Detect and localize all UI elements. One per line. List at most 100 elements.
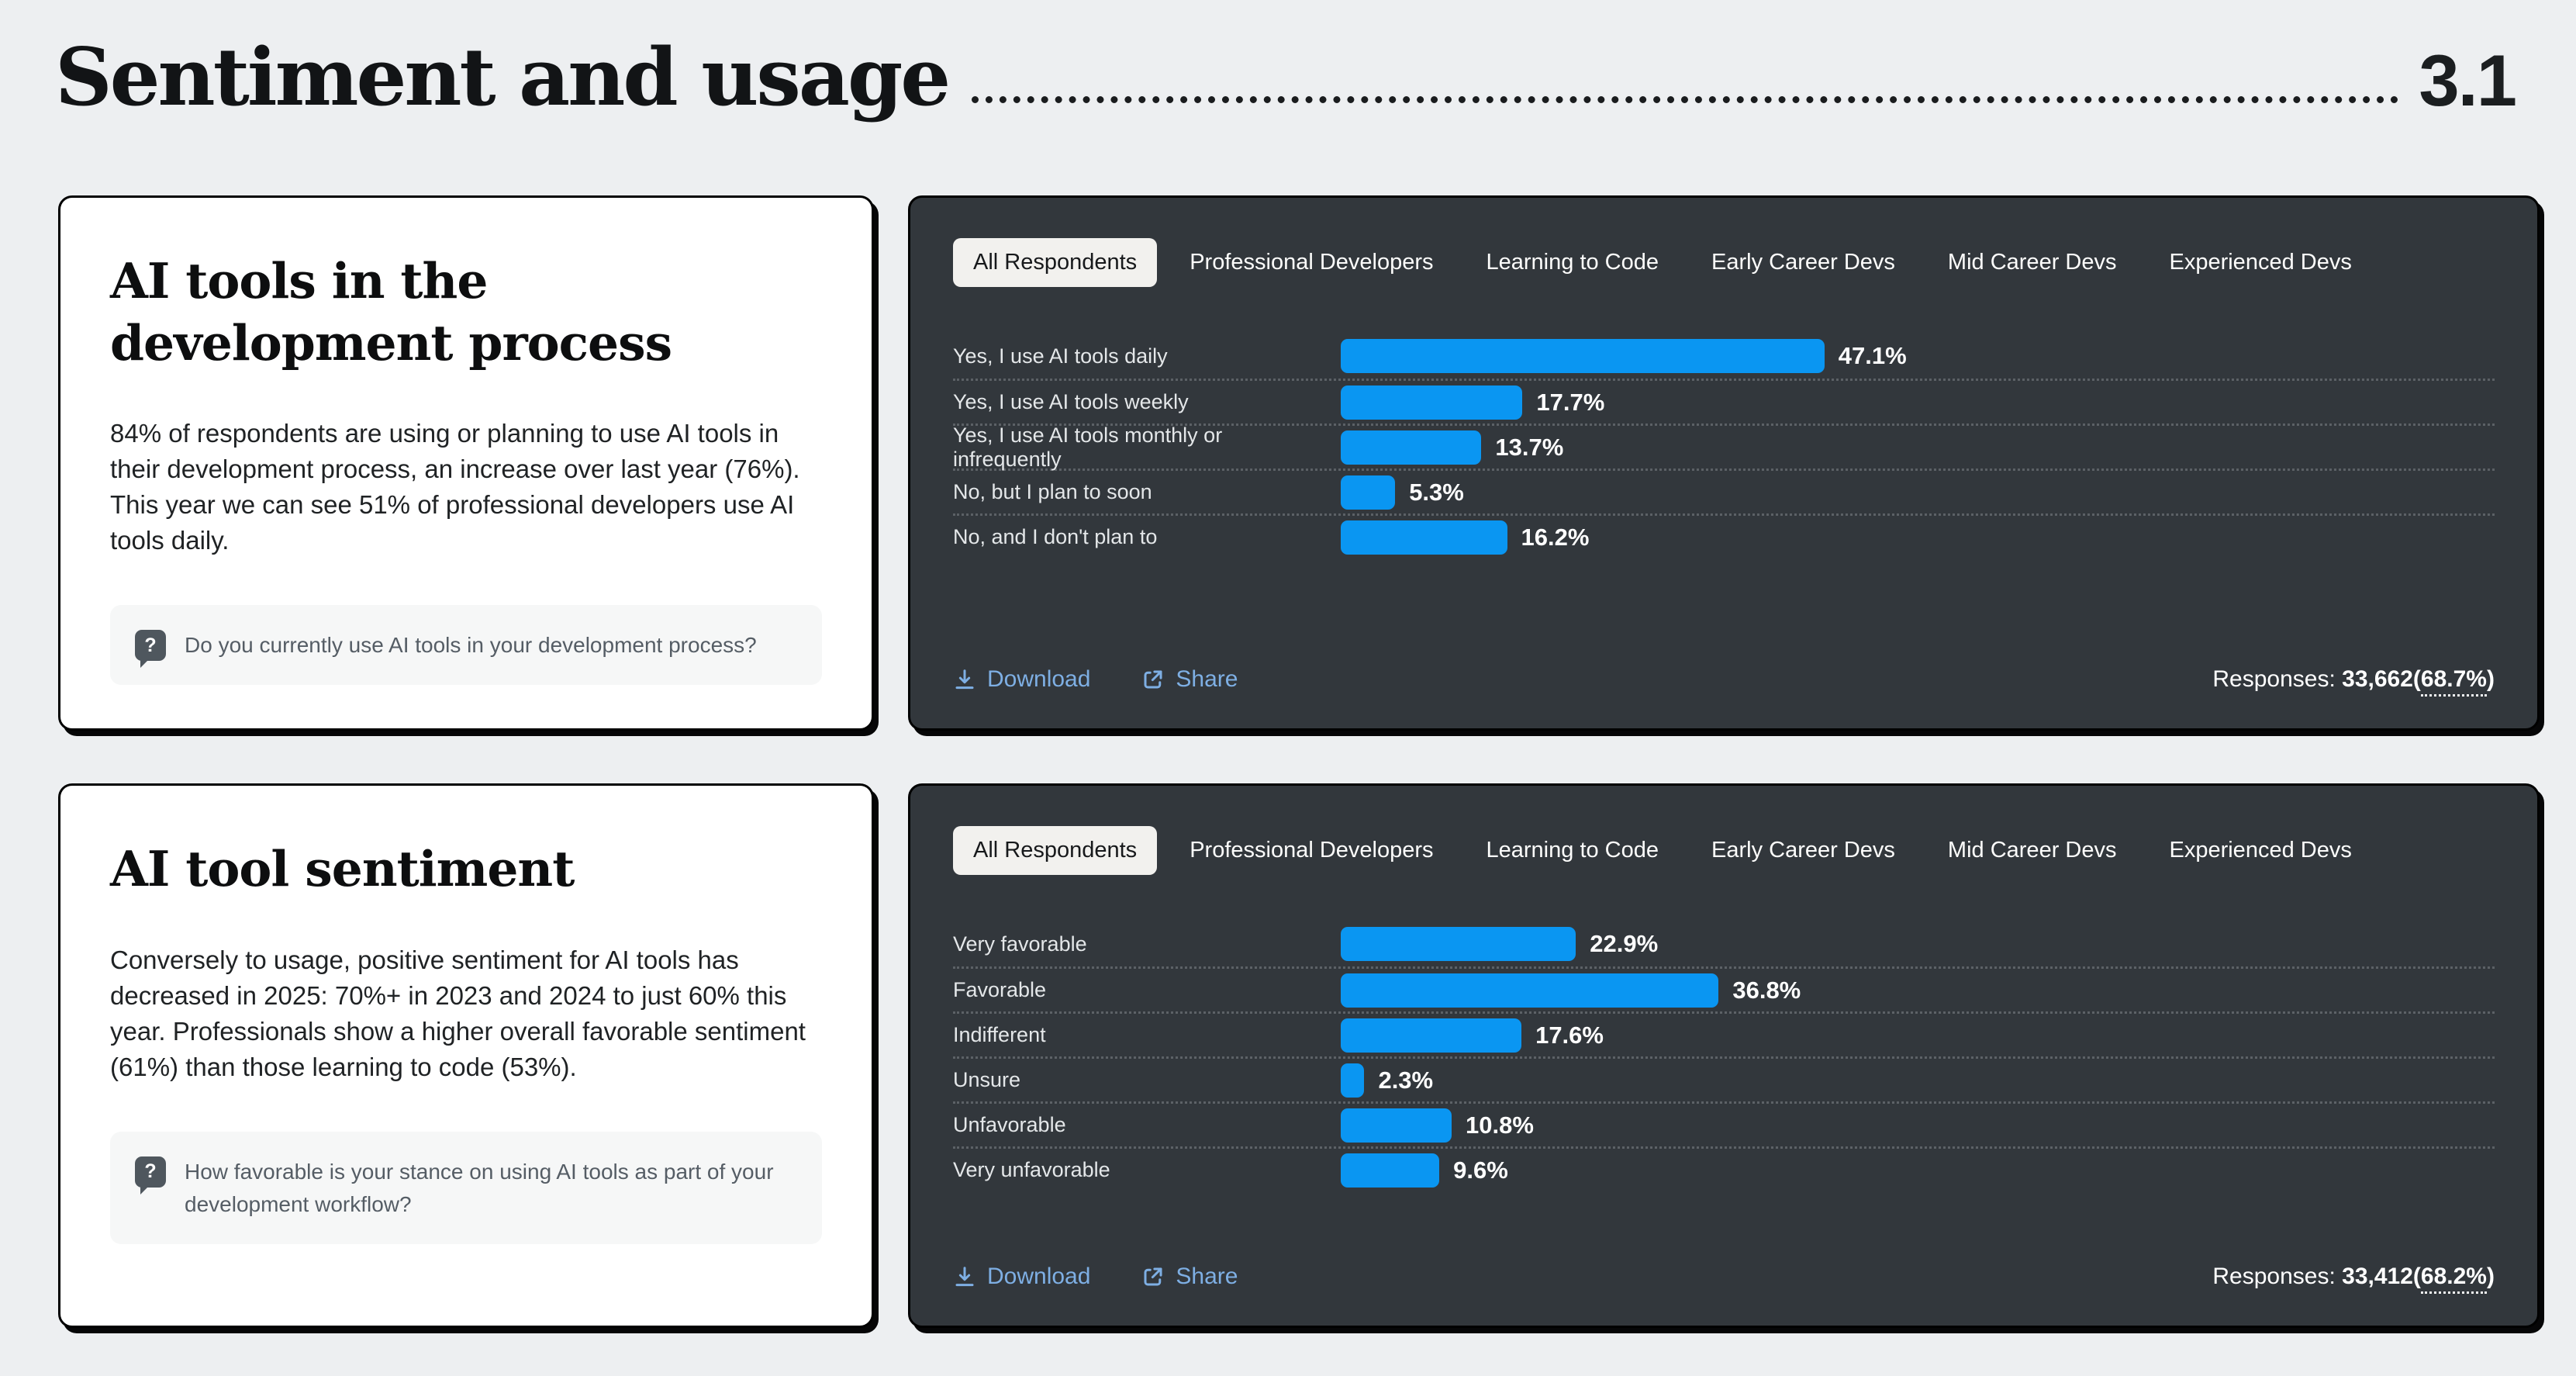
row-value: 16.2% [1521, 523, 1590, 551]
tab-early-career-devs[interactable]: Early Career Devs [1711, 838, 1895, 863]
row-bar [1341, 1018, 1522, 1053]
row-label: Yes, I use AI tools monthly or infrequen… [953, 423, 1223, 471]
responses-close-paren: ) [2487, 666, 2495, 693]
question-bubble-icon: ? [135, 1156, 166, 1194]
row-bar [1341, 520, 1507, 555]
row-track: 9.6% [1341, 1153, 2495, 1188]
tab-experienced-devs[interactable]: Experienced Devs [2169, 250, 2352, 275]
row-value: 10.8% [1466, 1111, 1534, 1139]
row-track: 47.1% [1341, 339, 2495, 374]
share-icon [1144, 670, 1162, 689]
row-label: No, and I don't plan to [953, 525, 1158, 549]
question-box: ? Do you currently use AI tools in your … [110, 605, 822, 686]
tab-experienced-devs[interactable]: Experienced Devs [2169, 838, 2352, 863]
info-card-title: AI tools in the development process [110, 252, 672, 372]
share-icon [1144, 1267, 1162, 1286]
row-label: Yes, I use AI tools weekly [953, 390, 1189, 414]
bar-chart: Very favorable 22.9% Favorable 36.8% Ind… [953, 921, 2495, 1191]
row-value: 13.7% [1495, 433, 1564, 461]
tab-learning-to-code[interactable]: Learning to Code [1486, 838, 1659, 863]
question-text: Do you currently use AI tools in your de… [185, 633, 757, 658]
tab-all-respondents[interactable]: All Respondents [953, 238, 1158, 288]
download-button[interactable]: Download [953, 666, 1090, 693]
chart-row: Very unfavorable 9.6% [953, 1146, 2495, 1191]
info-card-body: 84% of respondents are using or planning… [110, 419, 800, 555]
row-label: Indifferent [953, 1023, 1046, 1047]
tab-mid-career-devs[interactable]: Mid Career Devs [1947, 838, 2117, 863]
row-label: No, but I plan to soon [953, 480, 1152, 504]
row-label: Very unfavorable [953, 1158, 1110, 1182]
row-bar [1341, 927, 1576, 962]
row-bar [1341, 1063, 1365, 1098]
share-button[interactable]: Share [1141, 666, 1238, 693]
chart-footer: Download Share Responses: 33,412(68.2%) [953, 1242, 2495, 1295]
row-track: 16.2% [1341, 520, 2495, 555]
share-label: Share [1176, 666, 1238, 693]
row-track: 22.9% [1341, 927, 2495, 962]
row-value: 47.1% [1838, 342, 1907, 370]
responses-summary: Responses: 33,662(68.7%) [2212, 666, 2495, 697]
chart-footer: Download Share Responses: 33,662(68.7%) [953, 645, 2495, 697]
row-value: 17.7% [1536, 388, 1605, 416]
responses-value: 33,412( [2342, 1264, 2421, 1290]
info-card-ai-tools-usage: AI tools in the development process 84% … [58, 195, 874, 731]
chart-card-ai-tool-sentiment: All Respondents Professional Developers … [908, 783, 2540, 1329]
tab-learning-to-code[interactable]: Learning to Code [1486, 250, 1659, 275]
info-card-title: AI tool sentiment [110, 840, 575, 898]
row-value: 2.3% [1378, 1066, 1434, 1094]
chart-row: Yes, I use AI tools weekly 17.7% [953, 379, 2495, 424]
responses-summary: Responses: 33,412(68.2%) [2212, 1264, 2495, 1295]
row-track: 17.6% [1341, 1018, 2495, 1053]
row-track: 10.8% [1341, 1108, 2495, 1143]
responses-percentage[interactable]: 68.7% [2420, 666, 2487, 697]
download-button[interactable]: Download [953, 1264, 1090, 1290]
responses-label: Responses: [2212, 666, 2336, 693]
row-label: Unfavorable [953, 1113, 1066, 1137]
question-box: ? How favorable is your stance on using … [110, 1131, 822, 1244]
tab-professional-developers[interactable]: Professional Developers [1190, 250, 1434, 275]
download-icon [955, 1267, 974, 1287]
row-track: 36.8% [1341, 973, 2495, 1008]
row-label: Unsure [953, 1068, 1021, 1092]
row-value: 22.9% [1590, 930, 1659, 958]
responses-close-paren: ) [2487, 1264, 2495, 1290]
chart-row: Yes, I use AI tools daily 47.1% [953, 334, 2495, 379]
content-grid: AI tools in the development process 84% … [58, 195, 2540, 1329]
section-number: 3.1 [2419, 40, 2517, 122]
chart-row: No, and I don't plan to 16.2% [953, 513, 2495, 558]
respondent-tabs: All Respondents Professional Developers … [953, 238, 2495, 288]
row-value: 5.3% [1409, 478, 1464, 506]
share-button[interactable]: Share [1141, 1264, 1238, 1290]
row-bar [1341, 339, 1825, 374]
chart-card-ai-tools-usage: All Respondents Professional Developers … [908, 195, 2540, 731]
bar-chart: Yes, I use AI tools daily 47.1% Yes, I u… [953, 334, 2495, 558]
page-header: Sentiment and usage 3.1 [0, 0, 2576, 123]
row-label: Yes, I use AI tools daily [953, 344, 1168, 368]
row-value: 36.8% [1732, 976, 1801, 1004]
tab-early-career-devs[interactable]: Early Career Devs [1711, 250, 1895, 275]
chart-row: Unfavorable 10.8% [953, 1101, 2495, 1146]
row-track: 13.7% [1341, 430, 2495, 465]
row-bar [1341, 475, 1396, 510]
chart-row: No, but I plan to soon 5.3% [953, 468, 2495, 513]
row-value: 17.6% [1535, 1021, 1604, 1049]
row-label: Favorable [953, 978, 1047, 1002]
download-label: Download [987, 1264, 1091, 1290]
dotted-leader [972, 96, 2399, 104]
page-title: Sentiment and usage [55, 31, 951, 124]
info-card-ai-tool-sentiment: AI tool sentiment Conversely to usage, p… [58, 783, 874, 1329]
responses-percentage[interactable]: 68.2% [2420, 1264, 2487, 1295]
chart-row: Favorable 36.8% [953, 966, 2495, 1011]
download-icon [955, 669, 974, 690]
row-track: 17.7% [1341, 385, 2495, 420]
responses-label: Responses: [2212, 1264, 2336, 1290]
tab-mid-career-devs[interactable]: Mid Career Devs [1947, 250, 2117, 275]
row-label: Very favorable [953, 932, 1087, 956]
share-label: Share [1176, 1264, 1238, 1290]
row-track: 5.3% [1341, 475, 2495, 510]
question-text: How favorable is your stance on using AI… [185, 1159, 774, 1216]
row-value: 9.6% [1453, 1156, 1508, 1184]
tab-all-respondents[interactable]: All Respondents [953, 826, 1158, 876]
row-bar [1341, 1153, 1440, 1188]
tab-professional-developers[interactable]: Professional Developers [1190, 838, 1434, 863]
